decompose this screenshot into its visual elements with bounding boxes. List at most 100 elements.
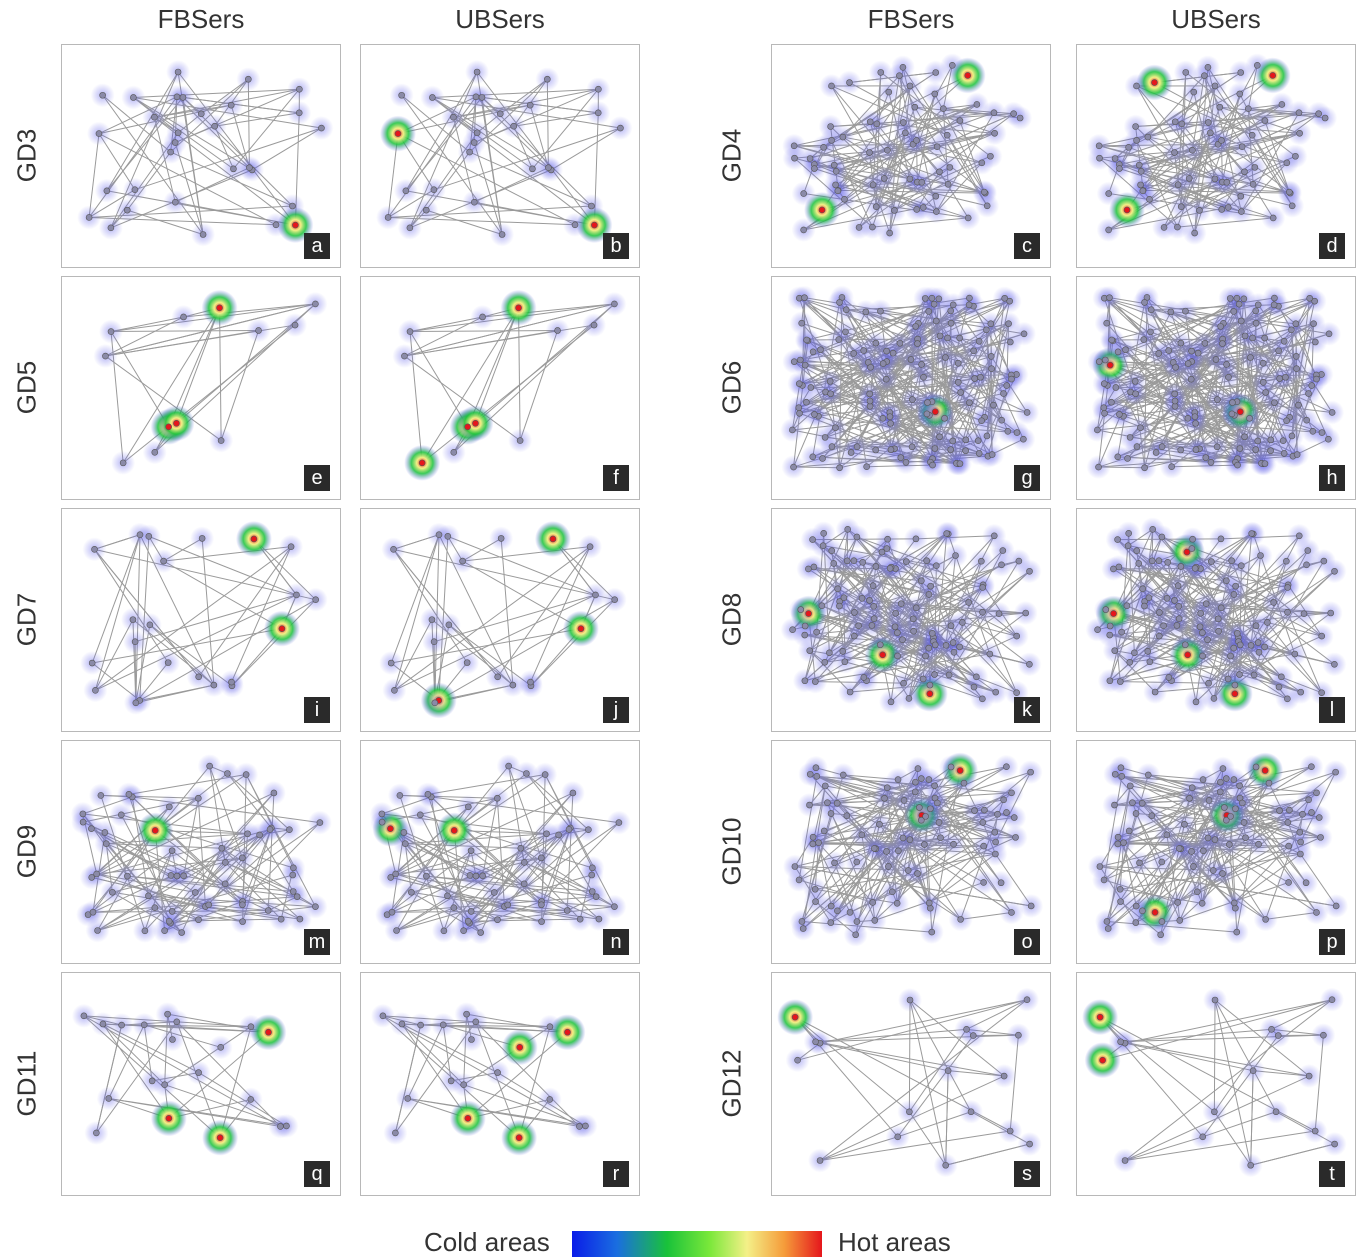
graph-node [947,446,955,453]
graph-node [1190,88,1198,96]
graph-node [1245,105,1252,112]
graph-node [1176,917,1184,924]
graph-node [256,831,263,839]
graph-node [1013,689,1020,697]
graph-node [79,810,87,818]
graph-node [834,585,841,593]
graph-node [277,1123,284,1130]
graph-node [1126,658,1134,666]
graph-node [1103,319,1111,327]
graph-node [422,206,430,214]
graph-node [498,231,506,238]
graph-node [316,819,324,826]
graph-node [1204,636,1211,643]
graph-node [914,340,921,347]
graph-node [1276,807,1283,814]
graph-nodes [1094,294,1336,472]
graph-node [872,446,879,454]
graph-node [978,159,986,167]
graph-panel-p: p [1076,740,1356,964]
graph-node [173,93,181,101]
graph-node [1160,224,1168,231]
graph-node [450,449,458,456]
graph-node [1168,463,1175,471]
graph-node [981,806,988,814]
graph-node [477,929,484,936]
graph-node [167,148,174,156]
graph-node [980,842,988,850]
graph-node [428,616,436,623]
graph-node [1313,789,1320,797]
graph-nodes [1096,763,1340,939]
graph-node [1270,301,1278,309]
graph-node [991,129,998,137]
graph-node [1226,841,1233,848]
graph-node [1317,834,1324,841]
graph-node [278,625,286,632]
graph-node [1214,396,1221,403]
graph-node [805,565,812,573]
graph-node [936,332,944,340]
graph-node [851,609,858,616]
graph-node [1224,675,1232,683]
graph-node [1137,168,1145,175]
graph-node [1188,545,1196,552]
graph-node [529,165,536,173]
graph-node [899,64,907,71]
graph-node [908,443,916,451]
graph-nodes [79,762,324,936]
graph-node [1132,390,1139,398]
graph-drawing [777,987,1042,1178]
graph-node [1136,859,1143,867]
graph-node [92,687,99,694]
graph-node [588,888,596,895]
graph-node [965,599,972,606]
graph-node [221,880,229,888]
graph-node [165,917,173,925]
graph-node [979,584,986,591]
graph-node [1151,688,1159,696]
panel-tag: s [1014,1161,1040,1187]
graph-node [866,149,873,156]
graph-node [990,401,997,409]
graph-node [1139,907,1146,915]
graph-node [970,347,977,355]
graph-node [103,187,111,195]
graph-node [1100,876,1108,884]
graph-node [564,1028,571,1036]
graph-node [93,1129,100,1137]
graph-node [1227,813,1234,820]
graph-node [516,437,524,444]
graph-node [217,437,225,444]
graph-node [1020,330,1028,338]
graph-node [1023,409,1031,416]
graph-nodes [102,300,319,467]
graph-node [1151,79,1158,86]
graph-node [1117,764,1125,772]
graph-node [119,459,127,467]
graph-node [797,606,805,613]
graph-node [173,872,181,880]
graph-node [1252,307,1260,315]
graph-node [1280,450,1288,457]
graph-node [1147,306,1155,314]
graph-node [888,888,896,896]
graph-node [131,638,139,645]
graph-node [806,770,814,778]
graph-node [1023,996,1031,1004]
graph-node [943,131,951,139]
graph-node [965,301,973,309]
graph-node [97,792,105,799]
graph-node [947,307,955,315]
graph-node [388,908,396,916]
graph-node [1259,359,1267,367]
graph-node [998,416,1005,424]
graph-node [1198,900,1206,907]
graph-node [592,591,599,599]
graph-node [1008,375,1015,383]
graph-node [926,690,934,698]
row-header-gd5: GD5 [11,360,42,415]
graph-node [884,146,891,154]
graph-node [1241,168,1248,176]
graph-node [932,69,940,76]
